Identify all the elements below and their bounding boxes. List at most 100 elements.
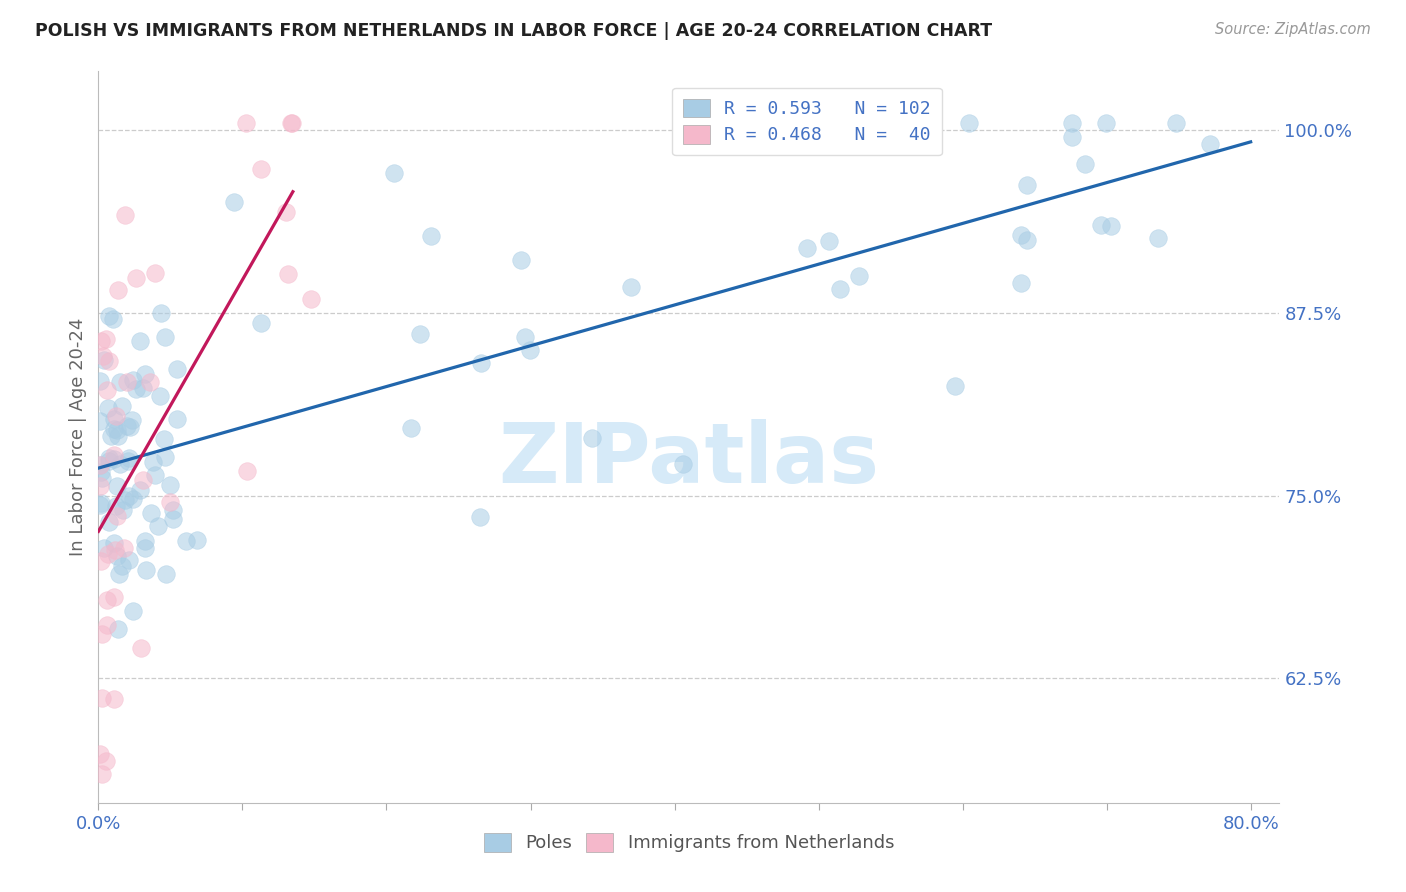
Point [93,541,115,556]
Point [111,399,134,413]
Point [581,431,603,445]
Point [1147,231,1170,245]
Point [1099,219,1122,233]
Point [90,465,112,479]
Text: Source: ZipAtlas.com: Source: ZipAtlas.com [1215,22,1371,37]
Point [141,506,163,520]
Point [249,162,271,177]
Text: POLISH VS IMMIGRANTS FROM NETHERLANDS IN LABOR FORCE | AGE 20-24 CORRELATION CHA: POLISH VS IMMIGRANTS FROM NETHERLANDS IN… [35,22,993,40]
Point [796,242,818,256]
Point [515,329,537,343]
Point [124,270,146,285]
Point [104,543,127,558]
Point [108,375,131,389]
Point [117,454,139,468]
Point [125,382,148,396]
Point [299,292,322,306]
Point [93,352,115,367]
Point [121,603,143,617]
Point [96,383,118,397]
Point [107,566,129,581]
Point [118,489,141,503]
Point [107,549,129,563]
Point [129,641,152,656]
Point [111,503,134,517]
Point [105,479,128,493]
Point [111,559,134,574]
Point [1198,136,1220,151]
Point [96,332,118,346]
Point [957,115,980,129]
Point [277,267,299,281]
Point [89,458,111,473]
Point [118,553,141,567]
Point [804,115,827,129]
Point [98,454,121,468]
Point [848,268,870,283]
Point [162,511,184,525]
Point [107,284,129,298]
Point [620,280,643,294]
Point [114,493,136,508]
Point [250,316,273,330]
Point [121,373,143,387]
Point [89,458,111,472]
Point [94,754,117,768]
Point [90,334,112,348]
Point [118,450,141,465]
Point [222,195,245,210]
Point [103,411,125,425]
Point [103,590,125,604]
Point [98,515,121,529]
Point [1166,115,1188,129]
Point [132,381,155,395]
Y-axis label: In Labor Force | Age 20-24: In Labor Force | Age 20-24 [69,318,87,557]
Point [112,541,135,555]
Point [828,282,851,296]
Point [1010,227,1032,242]
Point [115,419,138,434]
Point [90,766,112,780]
Point [166,411,188,425]
Point [91,350,114,364]
Point [103,422,125,436]
Point [90,690,112,705]
Point [142,454,165,468]
Point [96,593,118,607]
Point [107,429,129,443]
Point [152,433,174,447]
Point [153,330,176,344]
Point [280,115,302,129]
Point [104,409,127,423]
Point [943,379,966,393]
Point [103,451,125,466]
Point [105,509,128,524]
Point [91,470,114,484]
Point [468,510,491,524]
Point [103,448,125,462]
Point [122,491,145,506]
Point [97,401,120,415]
Point [108,457,131,471]
Point [134,533,156,548]
Point [153,450,176,464]
Point [176,534,198,549]
Point [132,473,155,487]
Point [129,334,152,348]
Point [162,503,184,517]
Point [672,457,695,471]
Point [100,428,122,442]
Point [150,306,173,320]
Point [509,253,531,268]
Point [1095,116,1118,130]
Point [115,376,138,390]
Legend: R = 0.593   N = 102, R = 0.468   N =  40: R = 0.593 N = 102, R = 0.468 N = 40 [672,87,942,155]
Point [121,412,143,426]
Point [89,374,111,388]
Point [98,451,121,466]
Text: ZIPatlas: ZIPatlas [499,418,879,500]
Point [235,115,257,129]
Point [89,747,111,762]
Point [186,533,208,547]
Point [103,312,125,326]
